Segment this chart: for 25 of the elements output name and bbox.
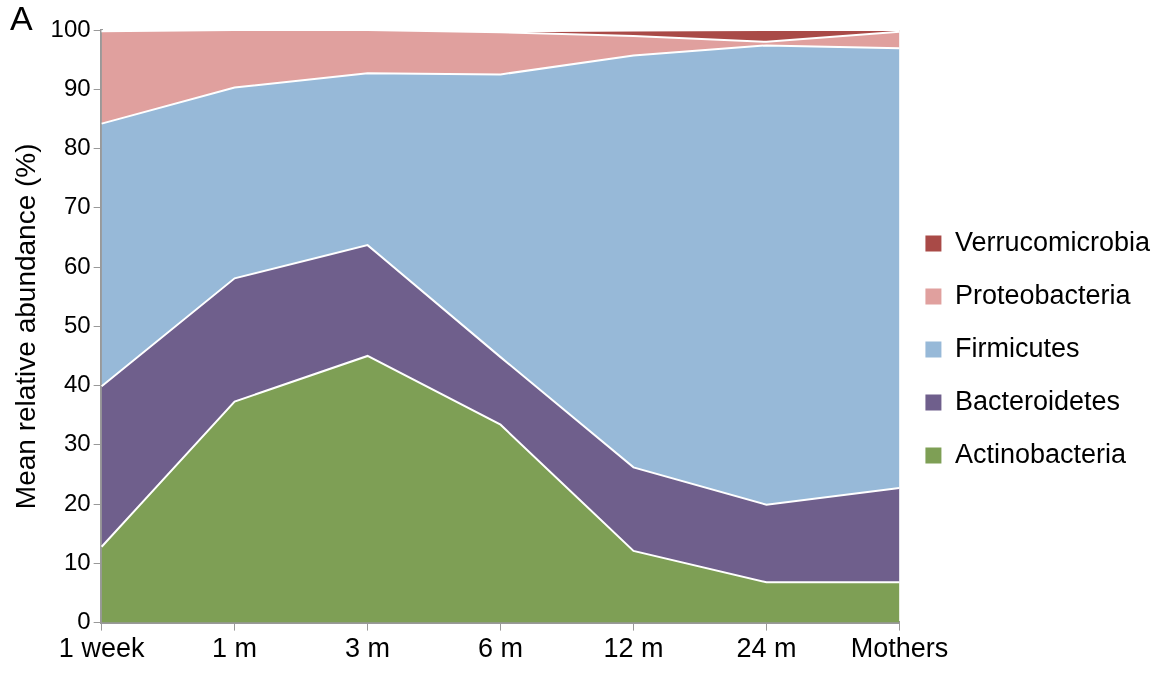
legend-label: Verrucomicrobia xyxy=(954,226,1151,257)
y-tick-label: 10 xyxy=(63,547,91,575)
y-tick-label: 50 xyxy=(63,310,91,338)
y-tick-label: 20 xyxy=(63,488,91,516)
x-tick-label: 3 m xyxy=(345,633,391,664)
x-tick-label: 12 m xyxy=(603,633,664,664)
x-tick-label: 1 week xyxy=(58,633,145,664)
y-tick-label: 80 xyxy=(63,133,91,161)
y-tick-label: 60 xyxy=(63,251,91,279)
legend-label: Bacteroidetes xyxy=(954,385,1121,416)
legend-label: Proteobacteria xyxy=(954,279,1132,310)
y-axis-title: Mean relative abundance (%) xyxy=(9,143,41,510)
text: A xyxy=(10,0,33,38)
x-tick-label: 24 m xyxy=(736,633,797,664)
x-tick-label: 6 m xyxy=(478,633,524,664)
legend-label: Actinobacteria xyxy=(954,438,1127,469)
x-tick-label: 1 m xyxy=(212,633,258,664)
y-tick-label: 40 xyxy=(63,370,91,398)
y-tick-label: 70 xyxy=(63,192,91,220)
y-tick-label: 100 xyxy=(50,14,91,42)
x-tick-label: Mothers xyxy=(850,633,949,664)
y-tick-label: 30 xyxy=(63,429,91,457)
y-tick-label: 0 xyxy=(77,607,91,635)
y-tick-label: 90 xyxy=(63,73,91,101)
legend-label: Firmicutes xyxy=(954,332,1080,363)
